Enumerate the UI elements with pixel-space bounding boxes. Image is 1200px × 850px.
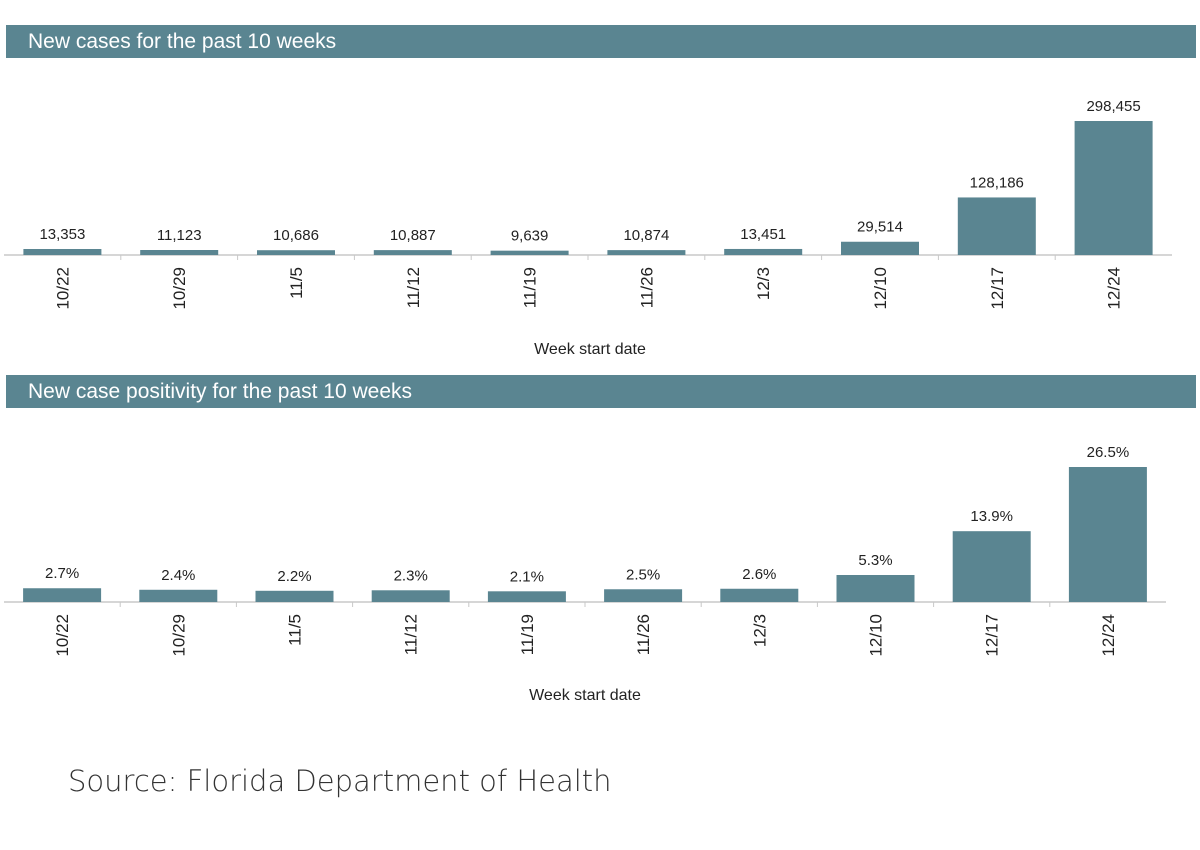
positivity-bar-11-5 — [255, 590, 334, 602]
cases-category-label: 12/10 — [871, 267, 890, 310]
positivity-category-label: 10/22 — [53, 614, 72, 657]
cases-bar-chart: 13,353 10/22 11,123 10/29 10,686 11/5 10,887 11… — [4, 98, 1172, 358]
positivity-value-label: 2.6% — [742, 566, 776, 583]
positivity-category-label: 12/24 — [1099, 614, 1118, 657]
positivity-bar-11-19 — [487, 591, 566, 602]
cases-bar-12-10 — [841, 241, 919, 255]
cases-value-label: 13,451 — [740, 226, 786, 243]
positivity-x-axis-title: Week start date — [529, 687, 641, 704]
positivity-bar-12-24 — [1068, 467, 1147, 602]
positivity-bar-10-22 — [23, 588, 102, 602]
positivity-bar-10-29 — [139, 589, 218, 602]
cases-category-label: 11/19 — [521, 267, 540, 308]
positivity-bar-11-12 — [371, 590, 450, 602]
cases-category-label: 10/29 — [170, 267, 189, 310]
positivity-category-label: 12/10 — [867, 614, 886, 657]
positivity-bar-12-3 — [720, 588, 799, 602]
cases-category-label: 10/22 — [53, 267, 72, 310]
positivity-category-label: 12/17 — [983, 614, 1002, 657]
positivity-category-label: 11/19 — [518, 614, 537, 655]
positivity-bar-chart: 2.7% 10/22 2.4% 10/29 2.2% 11/5 2.3% 11/12 2.1% 1… — [4, 444, 1166, 704]
positivity-bar-12-10 — [836, 575, 915, 602]
cases-bar-12-17 — [957, 197, 1036, 255]
cases-bar-10-29 — [140, 250, 219, 255]
cases-value-label: 10,887 — [390, 227, 436, 244]
cases-bar-10-22 — [23, 249, 102, 255]
cases-bar-12-3 — [724, 248, 803, 255]
cases-category-label: 11/12 — [404, 267, 423, 308]
cases-x-axis-title: Week start date — [534, 341, 646, 358]
cases-value-label: 13,353 — [39, 226, 85, 243]
positivity-category-label: 11/26 — [634, 614, 653, 655]
positivity-value-label: 2.1% — [510, 568, 544, 585]
positivity-chart-title: New case positivity for the past 10 week… — [6, 375, 1196, 408]
cases-bar-11-26 — [607, 250, 686, 255]
cases-value-label: 11,123 — [157, 227, 202, 244]
cases-bar-11-5 — [257, 250, 335, 255]
cases-value-label: 9,639 — [511, 228, 549, 245]
positivity-value-label: 5.3% — [858, 552, 892, 569]
cases-category-label: 12/3 — [754, 267, 773, 300]
positivity-value-label: 2.5% — [626, 566, 660, 583]
positivity-value-label: 2.2% — [277, 568, 311, 585]
positivity-value-label: 2.4% — [161, 567, 195, 584]
source-note: Source: Florida Department of Health — [68, 764, 612, 798]
positivity-value-label: 13.9% — [970, 508, 1013, 525]
cases-category-label: 12/24 — [1105, 267, 1124, 310]
cases-category-label: 11/26 — [637, 267, 656, 308]
positivity-category-label: 11/5 — [286, 614, 305, 646]
cases-bar-12-24 — [1074, 121, 1153, 255]
cases-value-label: 128,186 — [970, 174, 1024, 191]
cases-value-label: 298,455 — [1086, 98, 1140, 115]
cases-value-label: 29,514 — [857, 219, 903, 236]
cases-value-label: 10,874 — [623, 227, 669, 244]
positivity-bar-12-17 — [952, 531, 1031, 602]
positivity-category-label: 11/12 — [402, 614, 421, 655]
cases-bar-11-12 — [373, 250, 452, 255]
positivity-value-label: 2.7% — [45, 565, 79, 582]
cases-category-label: 12/17 — [988, 267, 1007, 310]
positivity-category-label: 10/29 — [169, 614, 188, 657]
cases-category-label: 11/5 — [287, 267, 306, 299]
positivity-category-label: 12/3 — [750, 614, 769, 647]
cases-value-label: 10,686 — [273, 227, 319, 244]
cases-bar-11-19 — [490, 250, 569, 255]
positivity-bar-11-26 — [604, 589, 683, 602]
cases-chart-title: New cases for the past 10 weeks — [6, 25, 1196, 58]
positivity-value-label: 2.3% — [394, 567, 428, 584]
positivity-value-label: 26.5% — [1087, 444, 1130, 461]
